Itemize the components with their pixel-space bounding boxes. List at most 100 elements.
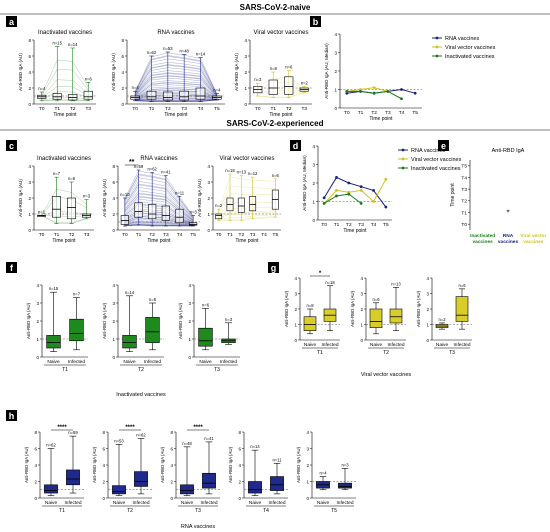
series-point (335, 189, 338, 192)
x-tick-label: T3 (181, 106, 187, 112)
significance-label: ** (129, 159, 135, 166)
y-tick-label: 3 (112, 301, 115, 306)
x-tick-label: T0 (255, 106, 261, 112)
group-label: RNA vaccines (181, 524, 215, 530)
y-tick-label: 1 (28, 212, 31, 217)
y-tick-label: 4 (112, 283, 115, 288)
series-point (347, 181, 351, 185)
box-iqr (161, 205, 170, 221)
subject-trajectory-line (124, 174, 194, 217)
y-tick-label: 2 (334, 69, 337, 74)
series-point (372, 189, 375, 192)
x-tick-label: T2 (70, 106, 76, 112)
y-tick-label: 1 (207, 212, 210, 217)
y-tick-label: 4 (170, 463, 173, 468)
comparison-subplot-T3: 0 1 2 3 4 Anti-RBD IgA (AU) n=6 Naive n=3 Infecte… (178, 283, 240, 373)
time-label: T2 (127, 508, 133, 514)
x-axis-label: Time point (343, 228, 367, 234)
box-iqr (44, 484, 58, 494)
time-label: T3 (449, 350, 455, 356)
legend-label: Inactivated vaccines (445, 54, 495, 60)
y-tick-label: 0 (112, 228, 115, 233)
y-tick-label: 3 (294, 291, 297, 296)
row-label: T5 (461, 164, 467, 170)
subject-trajectory-line (124, 187, 194, 220)
x-tick-label: T5 (383, 222, 389, 228)
box-iqr (195, 87, 206, 100)
x-tick-label: T5 (190, 232, 196, 238)
y-tick-label: 0 (360, 338, 363, 343)
y-tick-label: 4 (426, 276, 429, 281)
x-tick-label: T4 (198, 106, 204, 112)
subject-trajectory-line (41, 196, 87, 216)
n-label: n=41 (204, 436, 214, 441)
series-point (322, 201, 326, 205)
significance-grid-e: Anti-RBD IgA T5 T4 T3 T2 T1 T0 Time point Inacti… (450, 148, 546, 245)
x-tick-label: Naive (113, 500, 126, 506)
y-axis-label: Anti-RBD IgA (AU) (18, 53, 23, 91)
n-label: n=1 (38, 210, 46, 215)
legend-marker (401, 157, 405, 161)
y-axis-label: Anti-RBD IgA (AU) (234, 53, 239, 91)
box-iqr (338, 482, 352, 489)
x-tick-label: T0 (321, 222, 327, 228)
y-tick-label: 4 (121, 70, 124, 75)
series-point (359, 189, 363, 192)
panel-letter-h: h (6, 410, 17, 421)
x-tick-label: Naive (370, 342, 383, 348)
x-tick-label: Infected (144, 359, 161, 365)
subject-trajectory-line (257, 92, 305, 98)
x-tick-label: Naive (47, 359, 60, 365)
box-plot-c1: 0 1 2 3 4 n=1 n=7 n=6 n=3 T0 T1 T2 T3 Inactivated vac… (18, 156, 94, 244)
box-iqr (112, 485, 126, 495)
y-tick-label: 2 (28, 196, 31, 201)
x-tick-label: T1 (358, 110, 364, 116)
time-label: T2 (138, 367, 144, 373)
comparison-subplot-T1: 0 2 4 6 8 Anti-RBD IgA (AU) n=62 Naive n=59 Infec… (24, 425, 84, 514)
box-iqr (389, 308, 403, 324)
n-label: n=10 (120, 192, 130, 197)
n-label: n=6 (372, 297, 380, 302)
subject-trajectory-line (41, 68, 89, 96)
comparison-subplot-T3: 0 2 4 6 8 Anti-RBD IgA (AU) n=48 Naive n=41 Infec… (160, 425, 220, 514)
subject-trajectory-line (124, 219, 194, 226)
box-plot-a1: 0 2 4 6 8 n=4 n=15 n=14 n=6 T0 T1 T2 T3 Inactivated v… (18, 30, 96, 118)
n-label: n=15 (49, 286, 59, 291)
x-tick-label: Infected (68, 359, 85, 365)
subject-trajectory-line (124, 173, 194, 217)
subject-trajectory-line (135, 99, 217, 102)
n-label: n=62 (147, 166, 157, 171)
subject-trajectory-line (124, 222, 194, 226)
x-tick-label: T3 (163, 232, 169, 238)
x-tick-label: T2 (286, 106, 292, 112)
y-axis-label: Anti-RBD IgA (AU, Median) (302, 155, 307, 211)
subject-trajectory-line (135, 64, 217, 96)
x-tick-label: T1 (54, 232, 60, 238)
y-tick-label: 4 (294, 276, 297, 281)
panel-letter-g: g (268, 262, 279, 273)
legend-label: Viral vector vaccines (445, 45, 496, 51)
y-axis-label: Anti-RBD IgA (AU) (160, 446, 165, 483)
section-title-naive: SARS-CoV-2-naive (240, 3, 311, 12)
y-tick-label: 0 (112, 355, 115, 360)
x-tick-label: Infected (387, 342, 404, 348)
y-tick-label: 2 (312, 181, 315, 186)
row-label: T1 (461, 210, 467, 216)
y-tick-label: 0 (334, 106, 337, 111)
subject-trajectory-line (135, 70, 217, 97)
panel-letter-d: d (290, 140, 301, 151)
x-tick-label: Naive (181, 500, 194, 506)
x-tick-label: T1 (334, 222, 340, 228)
n-label: n=14 (250, 444, 260, 449)
y-axis-label: Anti-RBD IgA (AU) (178, 302, 183, 339)
column-label: Viral vector (520, 233, 546, 239)
x-tick-label: T2 (346, 222, 352, 228)
y-tick-label: 4 (36, 283, 39, 288)
n-label: n=3 (190, 210, 198, 215)
n-label: n=4 (132, 85, 140, 90)
y-tick-label: 1 (334, 87, 337, 92)
series-line (323, 193, 362, 204)
x-tick-label: T0 (39, 232, 45, 238)
legend-marker (401, 166, 405, 170)
